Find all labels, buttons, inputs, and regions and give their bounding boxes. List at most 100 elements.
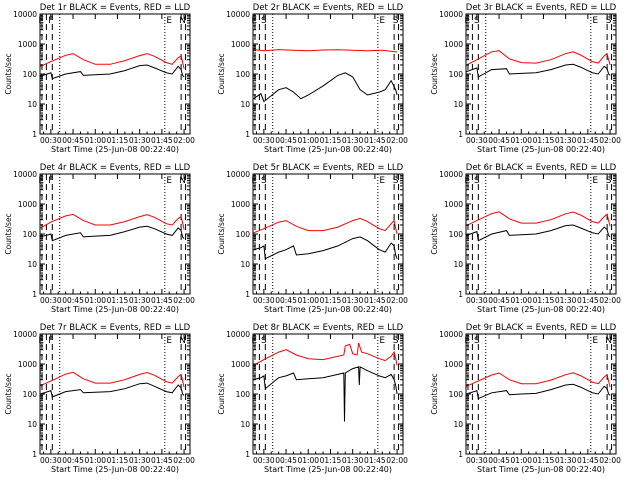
y-tick-label: 1000 bbox=[231, 360, 250, 369]
y-axis-label: Counts/sec bbox=[430, 53, 439, 94]
x-tick-label: 01:15 bbox=[107, 456, 129, 465]
y-tick-label: 10 bbox=[240, 260, 250, 269]
lld-series-line bbox=[40, 371, 185, 388]
y-tick-label: 100 bbox=[23, 390, 38, 399]
y-tick-label: 1000 bbox=[444, 360, 463, 369]
marker-label: S bbox=[261, 176, 267, 186]
x-tick-label: 01:45 bbox=[364, 456, 386, 465]
x-tick-label: 00:45 bbox=[488, 296, 510, 305]
events-series-line bbox=[40, 382, 185, 398]
x-tick-label: 01:45 bbox=[151, 296, 173, 305]
events-series-line bbox=[466, 63, 611, 78]
y-tick-label: 10 bbox=[27, 260, 37, 269]
x-tick-label: 02:00 bbox=[599, 296, 621, 305]
x-tick-label: 00:30 bbox=[40, 456, 62, 465]
marker-label: E bbox=[592, 176, 598, 186]
panel-5: Det 5r BLACK = Events, RED = LLDESES1101… bbox=[217, 163, 408, 314]
x-axis-label: Start Time (25-Jun-08 00:22:40) bbox=[477, 305, 605, 314]
marker-label: E bbox=[592, 16, 598, 26]
x-tick-label: 01:30 bbox=[129, 456, 151, 465]
plot-frame bbox=[252, 333, 404, 455]
lld-series-line bbox=[40, 213, 185, 230]
x-tick-label: 01:15 bbox=[320, 136, 342, 145]
panel-title: Det 9r BLACK = Events, RED = LLD bbox=[466, 323, 617, 333]
x-tick-label: 01:15 bbox=[533, 296, 555, 305]
x-tick-label: 00:30 bbox=[40, 136, 62, 145]
x-axis-label: Start Time (25-Jun-08 00:22:40) bbox=[477, 145, 605, 154]
x-tick-label: 01:30 bbox=[555, 136, 577, 145]
marker-label: E bbox=[379, 16, 385, 26]
lld-series-line bbox=[253, 342, 398, 366]
x-tick-label: 01:15 bbox=[320, 296, 342, 305]
y-axis-label: Counts/sec bbox=[4, 213, 13, 254]
y-tick-label: 1000 bbox=[231, 200, 250, 209]
panel-title: Det 4r BLACK = Events, RED = LLD bbox=[40, 163, 191, 173]
plot-frame bbox=[39, 13, 191, 135]
y-tick-label: 1000 bbox=[444, 200, 463, 209]
x-tick-label: 01:00 bbox=[297, 296, 319, 305]
x-tick-label: 00:45 bbox=[62, 456, 84, 465]
plot-frame bbox=[252, 13, 404, 135]
y-tick-label: 10 bbox=[453, 260, 463, 269]
x-tick-label: 00:30 bbox=[466, 456, 488, 465]
lld-series-line bbox=[40, 53, 185, 69]
lld-series-line bbox=[253, 217, 398, 235]
y-tick-label: 1 bbox=[458, 450, 463, 459]
panel-2: Det 2r BLACK = Events, RED = LLDESES1101… bbox=[217, 3, 408, 154]
y-tick-label: 1 bbox=[245, 450, 250, 459]
y-axis-label: Counts/sec bbox=[217, 53, 226, 94]
y-tick-label: 1 bbox=[458, 290, 463, 299]
x-axis-label: Start Time (25-Jun-08 00:22:40) bbox=[51, 465, 179, 474]
y-tick-label: 10 bbox=[453, 420, 463, 429]
x-tick-label: 01:00 bbox=[84, 296, 106, 305]
y-tick-label: 1000 bbox=[231, 40, 250, 49]
events-series-line bbox=[40, 64, 185, 80]
y-tick-label: 10 bbox=[240, 420, 250, 429]
marker-label: N bbox=[179, 176, 186, 186]
marker-label: E bbox=[166, 176, 172, 186]
marker-label: S bbox=[474, 16, 480, 26]
marker-label: S bbox=[606, 176, 612, 186]
x-tick-label: 00:45 bbox=[275, 296, 297, 305]
marker-label: E bbox=[592, 336, 598, 346]
lld-series-line bbox=[253, 49, 398, 53]
x-tick-label: 01:15 bbox=[107, 136, 129, 145]
y-tick-label: 10000 bbox=[439, 330, 463, 339]
y-tick-label: 1000 bbox=[444, 40, 463, 49]
y-axis-label: Counts/sec bbox=[4, 373, 13, 414]
x-tick-label: 01:00 bbox=[510, 136, 532, 145]
marker-label: E bbox=[379, 176, 385, 186]
x-axis-label: Start Time (25-Jun-08 00:22:40) bbox=[264, 465, 392, 474]
marker-label: S bbox=[393, 176, 399, 186]
y-tick-label: 10 bbox=[27, 420, 37, 429]
panel-title: Det 3r BLACK = Events, RED = LLD bbox=[466, 3, 617, 13]
lld-series-line bbox=[466, 211, 611, 227]
plot-frame bbox=[465, 173, 617, 295]
x-tick-label: 02:00 bbox=[386, 136, 408, 145]
y-tick-label: 10 bbox=[240, 100, 250, 109]
x-tick-label: 02:00 bbox=[386, 296, 408, 305]
y-tick-label: 100 bbox=[23, 70, 38, 79]
marker-label: F bbox=[48, 336, 53, 346]
plot-frame bbox=[252, 173, 404, 295]
x-tick-label: 00:45 bbox=[488, 136, 510, 145]
y-tick-label: 10000 bbox=[226, 330, 250, 339]
x-tick-label: 00:30 bbox=[466, 136, 488, 145]
y-tick-label: 100 bbox=[236, 230, 251, 239]
y-tick-label: 1000 bbox=[18, 360, 37, 369]
marker-label: E bbox=[166, 16, 172, 26]
x-tick-label: 00:45 bbox=[488, 456, 510, 465]
y-tick-label: 10000 bbox=[439, 170, 463, 179]
y-tick-label: 100 bbox=[449, 390, 464, 399]
x-tick-label: 01:30 bbox=[129, 136, 151, 145]
x-tick-label: 02:00 bbox=[386, 456, 408, 465]
x-axis-label: Start Time (25-Jun-08 00:22:40) bbox=[51, 145, 179, 154]
y-tick-label: 10 bbox=[27, 100, 37, 109]
panel-1: Det 1r BLACK = Events, RED = LLDEFEN1101… bbox=[4, 3, 195, 154]
x-tick-label: 01:45 bbox=[364, 296, 386, 305]
x-tick-label: 01:45 bbox=[151, 456, 173, 465]
x-tick-label: 01:30 bbox=[555, 456, 577, 465]
y-tick-label: 100 bbox=[449, 230, 464, 239]
y-tick-label: 1 bbox=[32, 290, 37, 299]
